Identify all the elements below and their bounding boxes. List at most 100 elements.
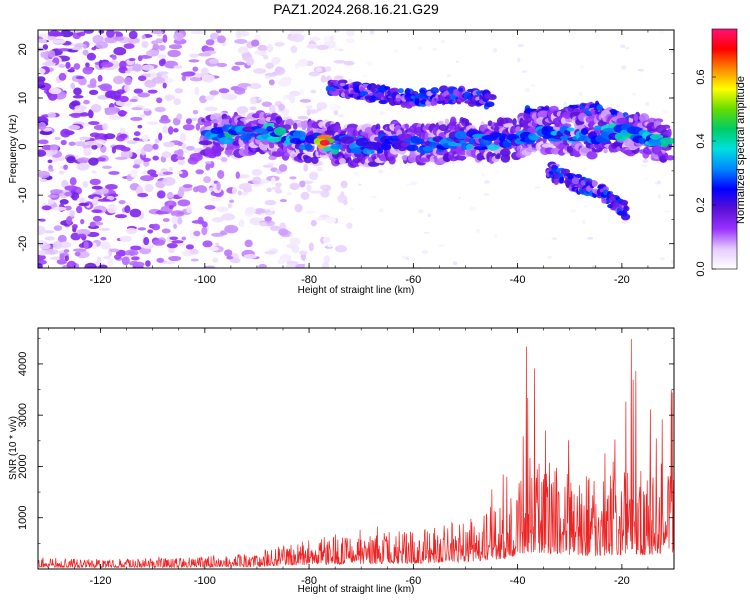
heatmap-cell bbox=[620, 213, 631, 221]
heatmap-cell bbox=[484, 93, 492, 99]
spectrogram-y-tick-label: -10 bbox=[17, 187, 29, 203]
heatmap-cell bbox=[102, 122, 109, 131]
heatmap-cell bbox=[323, 35, 332, 43]
heatmap-cell bbox=[86, 52, 96, 61]
heatmap-cell bbox=[108, 203, 115, 208]
heatmap-cell bbox=[331, 91, 340, 97]
heatmap-cell bbox=[496, 153, 501, 158]
heatmap-cell bbox=[270, 207, 274, 212]
heatmap-cell bbox=[324, 216, 337, 224]
heatmap-cell bbox=[190, 258, 199, 262]
heatmap-cell bbox=[278, 164, 288, 172]
heatmap-cell bbox=[201, 226, 208, 236]
heatmap-cell bbox=[52, 39, 67, 44]
heatmap-cell bbox=[637, 68, 645, 72]
snr-y-tick-label: 2000 bbox=[17, 454, 29, 478]
heatmap-cell bbox=[90, 103, 102, 113]
heatmap-cell bbox=[156, 190, 166, 199]
heatmap-cell bbox=[601, 197, 607, 204]
heatmap-cell bbox=[190, 30, 205, 35]
heatmap-cell bbox=[204, 95, 214, 101]
heatmap-cell bbox=[38, 225, 46, 234]
heatmap-cell bbox=[130, 245, 142, 251]
heatmap-cell bbox=[83, 30, 94, 34]
heatmap-cell bbox=[74, 155, 80, 160]
heatmap-cell bbox=[210, 197, 222, 202]
heatmap-cell bbox=[430, 87, 440, 94]
heatmap-cell bbox=[353, 171, 360, 176]
heatmap-cell bbox=[620, 44, 626, 48]
heatmap-cell bbox=[68, 141, 76, 146]
heatmap-cell bbox=[82, 49, 89, 56]
heatmap-cell bbox=[151, 77, 166, 84]
heatmap-cell bbox=[119, 133, 128, 139]
heatmap-cell bbox=[254, 34, 261, 41]
heatmap-cell bbox=[212, 257, 219, 263]
heatmap-cell bbox=[254, 128, 268, 134]
heatmap-cell bbox=[524, 87, 530, 93]
heatmap-cell bbox=[159, 118, 171, 124]
heatmap-cell bbox=[108, 171, 120, 175]
heatmap-cell bbox=[227, 202, 233, 209]
heatmap-cell bbox=[151, 223, 161, 231]
snr-y-tick-label: 3000 bbox=[17, 403, 29, 427]
heatmap-cell bbox=[269, 225, 281, 231]
heatmap-cell bbox=[278, 103, 285, 111]
heatmap-cell bbox=[269, 104, 276, 113]
heatmap-cell bbox=[264, 216, 272, 222]
heatmap-cell bbox=[640, 164, 648, 168]
heatmap-cell bbox=[616, 117, 628, 125]
heatmap-cell bbox=[181, 71, 195, 77]
heatmap-cell bbox=[91, 242, 97, 249]
heatmap-cell bbox=[237, 31, 250, 37]
heatmap-cell bbox=[60, 139, 67, 146]
heatmap-cell bbox=[182, 184, 193, 188]
heatmap-cell bbox=[596, 104, 603, 111]
heatmap-cell bbox=[92, 215, 102, 222]
heatmap-cell bbox=[208, 58, 219, 64]
heatmap-cell bbox=[41, 144, 53, 151]
heatmap-cell bbox=[108, 115, 121, 120]
heatmap-cell bbox=[104, 133, 116, 140]
heatmap-cell bbox=[445, 95, 451, 100]
heatmap-cell bbox=[91, 144, 98, 150]
heatmap-cell bbox=[97, 198, 111, 202]
heatmap-cell bbox=[131, 256, 140, 261]
heatmap-cell bbox=[69, 177, 77, 186]
heatmap-cell bbox=[340, 180, 348, 189]
heatmap-cell bbox=[132, 63, 143, 72]
heatmap-cell bbox=[69, 67, 75, 72]
heatmap-cell bbox=[374, 92, 385, 98]
heatmap-cell bbox=[315, 67, 323, 73]
heatmap-cell bbox=[657, 193, 661, 199]
heatmap-cell bbox=[70, 112, 82, 118]
heatmap-cell bbox=[219, 136, 234, 145]
heatmap-cell bbox=[268, 79, 275, 86]
heatmap-cell bbox=[571, 177, 580, 185]
colorbar-tick-label: 0.2 bbox=[695, 197, 707, 212]
heatmap-cell bbox=[87, 121, 100, 126]
heatmap-cell bbox=[406, 183, 412, 186]
heatmap-cell bbox=[147, 89, 158, 94]
heatmap-cell bbox=[458, 196, 462, 200]
heatmap-cell bbox=[109, 248, 120, 253]
heatmap-cell bbox=[72, 248, 87, 252]
heatmap-cell bbox=[168, 255, 182, 262]
heatmap-cell bbox=[251, 39, 260, 47]
heatmap-cell bbox=[59, 199, 69, 205]
heatmap-cell bbox=[620, 65, 627, 70]
heatmap-cell bbox=[348, 78, 353, 84]
heatmap-cell bbox=[47, 91, 58, 101]
heatmap-cell bbox=[137, 192, 149, 198]
heatmap-cell bbox=[128, 30, 138, 40]
heatmap-cell bbox=[615, 202, 620, 208]
heatmap-cell bbox=[38, 170, 50, 179]
heatmap-cell bbox=[41, 205, 52, 211]
heatmap-cell bbox=[279, 199, 287, 203]
heatmap-cell bbox=[476, 228, 480, 233]
heatmap-cell bbox=[63, 249, 70, 253]
heatmap-cell bbox=[237, 46, 249, 54]
heatmap-cell bbox=[329, 35, 335, 41]
heatmap-cell bbox=[162, 176, 176, 186]
heatmap-cell bbox=[186, 206, 192, 214]
